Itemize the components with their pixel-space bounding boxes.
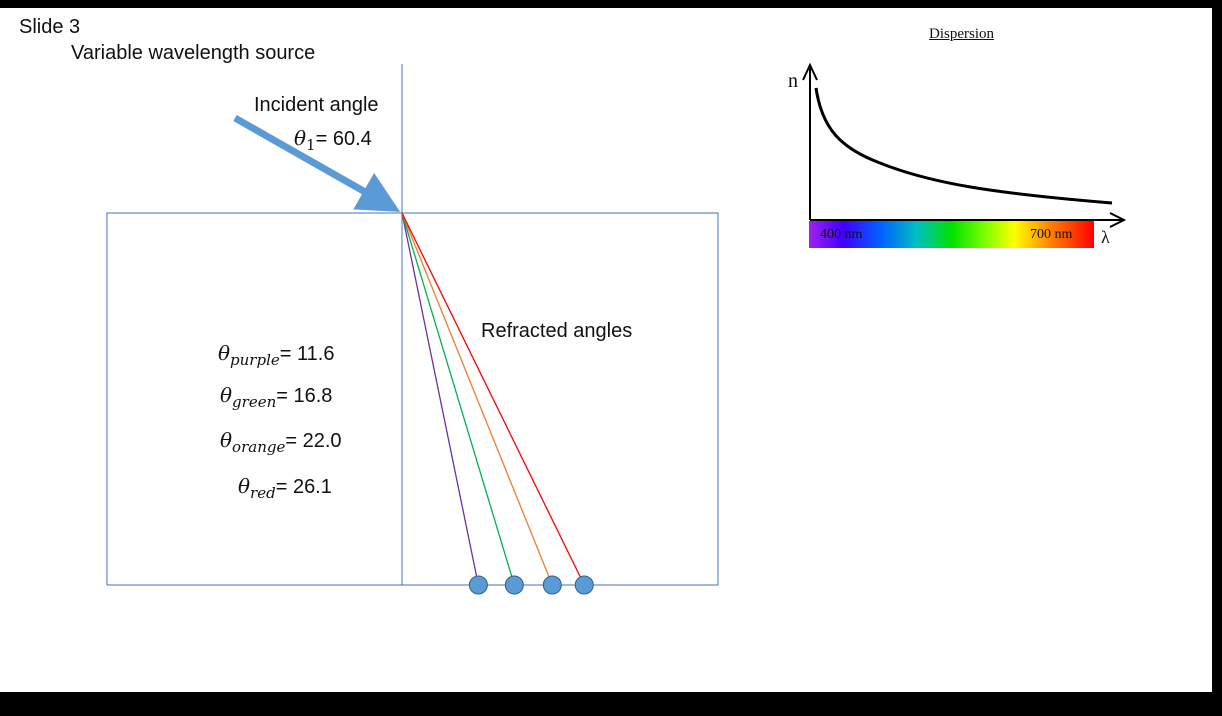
dot-red	[574, 575, 594, 595]
dispersion-title: Dispersion	[929, 26, 994, 42]
tick-400nm: 400 nm	[820, 227, 863, 242]
y-axis-arrow-icon	[802, 62, 818, 81]
theta-orange: θorange= 22.0	[220, 428, 342, 456]
lambda-axis-label: λ	[1101, 227, 1110, 247]
theta-green: θgreen= 16.8	[220, 383, 333, 411]
theta-red: θred= 26.1	[238, 474, 332, 502]
slide-title: Slide 3	[19, 16, 81, 38]
incident-angle-value: θ1= 60.4	[294, 126, 372, 154]
slide-subtitle: Variable wavelength source	[71, 42, 316, 64]
dispersion-curve	[814, 87, 1113, 205]
dot-orange	[542, 575, 562, 595]
dispersion-chart	[802, 62, 1127, 248]
ray-orange	[401, 212, 553, 586]
incident-angle-label: Incident angle	[254, 94, 379, 116]
x-axis-arrow-icon	[1109, 212, 1127, 228]
dot-green	[504, 575, 524, 595]
tick-700nm: 700 nm	[1030, 227, 1073, 242]
refraction-diagram	[106, 62, 1127, 595]
theta-purple: θpurple= 11.6	[218, 341, 335, 369]
ray-purple	[401, 212, 479, 586]
refracted-rays	[401, 212, 594, 595]
ray-green	[401, 212, 515, 586]
slide: Slide 3 Variable wavelength source	[0, 8, 1212, 692]
incident-ray-arrow	[233, 114, 401, 212]
glass-block	[106, 212, 719, 586]
dot-purple	[468, 575, 488, 595]
spectrum-bar	[809, 221, 1094, 248]
n-axis-label: n	[788, 70, 798, 92]
refracted-angles-label: Refracted angles	[481, 320, 633, 342]
ray-red	[401, 212, 585, 586]
